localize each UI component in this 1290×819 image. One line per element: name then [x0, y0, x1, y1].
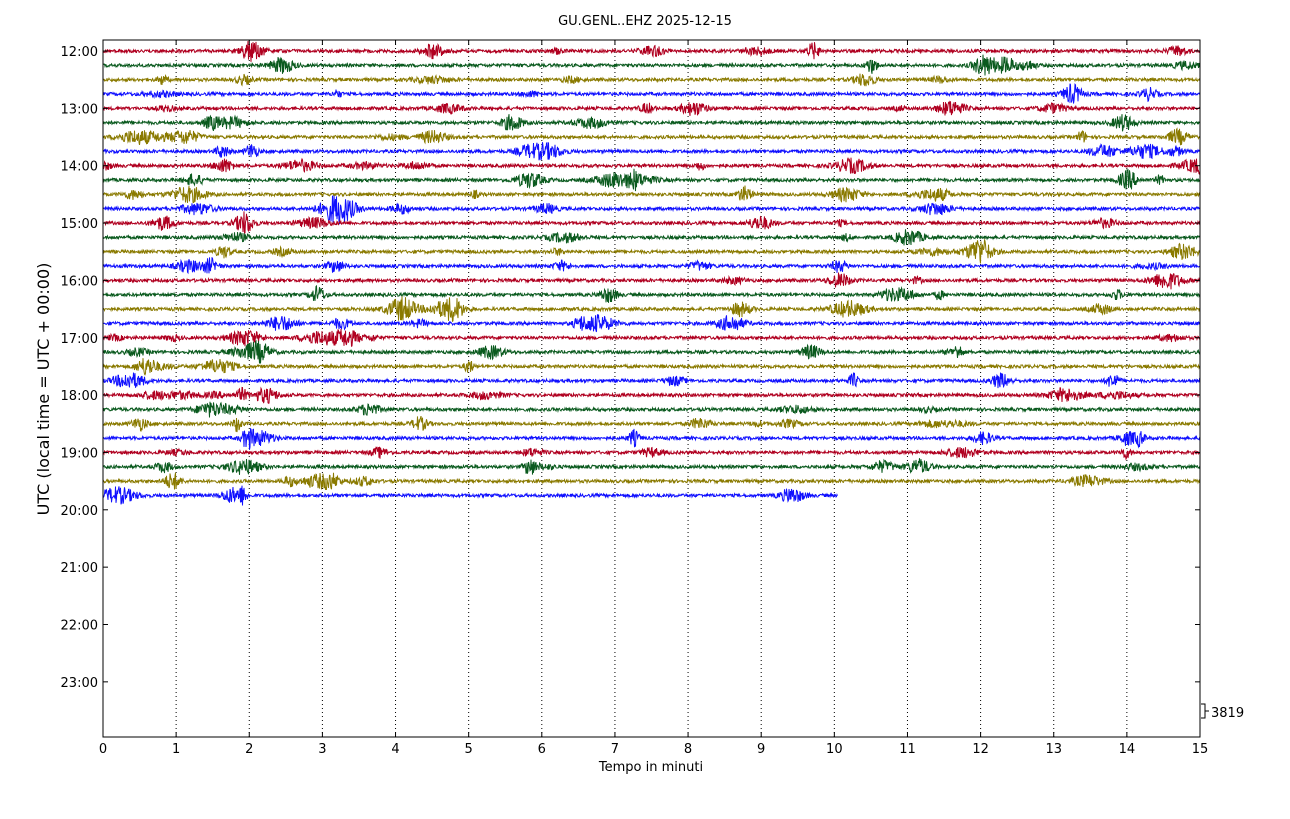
y-tick-label: 18:00: [61, 389, 98, 404]
y-tick-label: 14:00: [61, 160, 98, 175]
x-tick-label: 10: [826, 742, 843, 757]
x-tick-label: 9: [757, 742, 765, 757]
x-tick-label: 13: [1045, 742, 1062, 757]
y-tick-label: 13:00: [61, 102, 98, 117]
y-tick-label: 12:00: [61, 45, 98, 60]
y-tick-label: 17:00: [61, 332, 98, 347]
x-tick-label: 11: [899, 742, 916, 757]
trace-1545: [102, 256, 1201, 275]
x-tick-label: 7: [611, 742, 619, 757]
trace-1600: [102, 272, 1201, 290]
trace-1445: [102, 195, 1201, 225]
plot-frame: [102, 39, 1201, 738]
trace-1345: [102, 141, 1201, 161]
x-tick-label: 14: [1119, 742, 1136, 757]
trace-1315: [102, 114, 1201, 132]
trace-1930: [102, 472, 1200, 491]
x-axis-ticks: 0 1 2 3 4 5 6 7 8 9 10 11 12 13 14 15: [99, 40, 1208, 757]
trace-1615: [102, 284, 1201, 303]
y-tick-label: 22:00: [61, 619, 98, 634]
trace-1715: [102, 339, 1201, 364]
trace-1230: [102, 73, 1201, 87]
trace-1330: [102, 127, 1201, 146]
x-tick-label: 8: [684, 742, 692, 757]
y-tick-label: 19:00: [61, 446, 98, 461]
x-tick-label: 15: [1192, 742, 1209, 757]
trace-1430: [102, 185, 1201, 204]
trace-1700: [102, 328, 1201, 348]
trace-1530: [102, 238, 1201, 264]
trace-1815: [102, 401, 1201, 418]
trace-1215: [103, 54, 1201, 76]
trace-1900: [102, 446, 1201, 461]
trace-1500: [102, 211, 1201, 235]
trace-1630: [103, 296, 1201, 322]
trace-1400: [102, 157, 1201, 176]
chart-title: GU.GENL..EHZ 2025-12-15: [558, 14, 732, 29]
trace-1845: [103, 427, 1201, 450]
trace-1830: [102, 415, 1201, 433]
x-tick-label: 2: [245, 742, 253, 757]
y-tick-label: 15:00: [61, 217, 98, 232]
trace-1945: [102, 485, 838, 506]
trace-1200: [102, 40, 1201, 62]
trace-1515: [102, 229, 1201, 246]
x-tick-label: 6: [538, 742, 546, 757]
y-tick-label: 20:00: [61, 504, 98, 519]
y-tick-label: 23:00: [61, 676, 98, 691]
seismic-traces: [102, 40, 1201, 506]
x-tick-label: 0: [99, 742, 107, 757]
x-tick-label: 3: [318, 742, 326, 757]
amplitude-scale-bar: 3819: [1201, 703, 1244, 721]
vertical-grid: [175, 40, 1128, 737]
y-tick-label: 21:00: [61, 561, 98, 576]
x-tick-label: 1: [172, 742, 180, 757]
trace-1730: [102, 358, 1201, 376]
y-axis-ticks: 12:00 13:00 14:00 15:00 16:00 17:00 18:00 19:00…: [61, 45, 1200, 691]
y-axis-label: UTC (local time = UTC + 00:00): [34, 263, 53, 516]
trace-1745: [102, 372, 1201, 389]
trace-1300: [102, 100, 1201, 116]
trace-1415: [103, 168, 1201, 192]
trace-1915: [102, 458, 1201, 475]
x-tick-label: 5: [465, 742, 473, 757]
x-tick-label: 4: [391, 742, 399, 757]
x-axis-label: Tempo in minuti: [598, 760, 703, 775]
trace-1800: [102, 386, 1201, 404]
trace-1645: [102, 314, 1201, 333]
trace-1245: [102, 83, 1201, 104]
amplitude-scale-label: 3819: [1211, 706, 1244, 721]
x-tick-label: 12: [972, 742, 989, 757]
y-tick-label: 16:00: [61, 274, 98, 289]
